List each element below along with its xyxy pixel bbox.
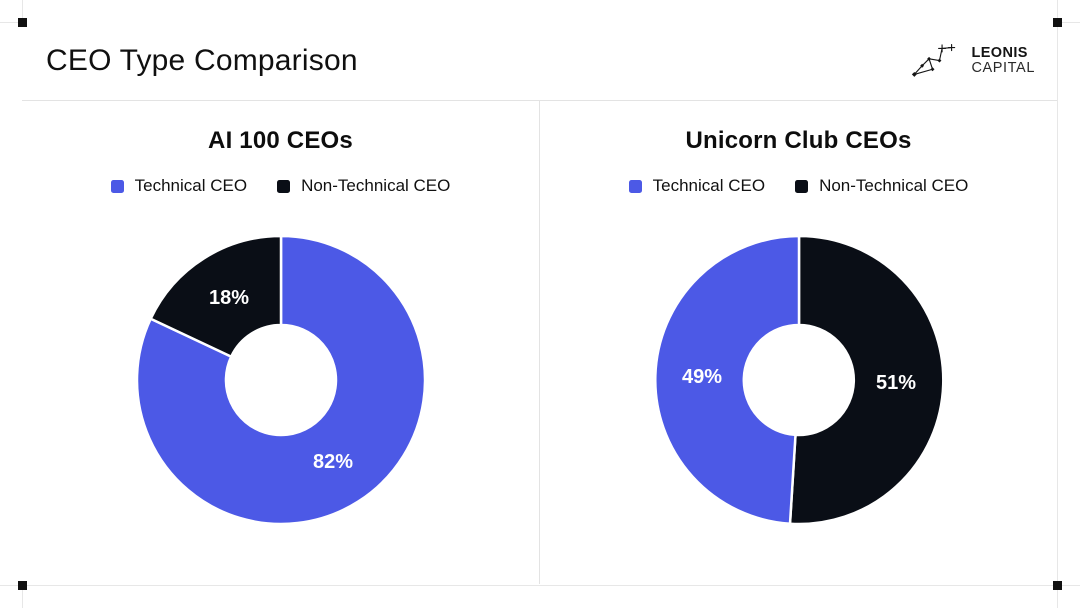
legend-item-technical[interactable]: Technical CEO <box>628 176 766 196</box>
donut-chart-svg: 51% 49% <box>653 234 945 526</box>
logo-name: LEONIS <box>971 45 1028 61</box>
legend-swatch-non-technical <box>277 179 291 193</box>
guide-line-bottom <box>0 585 1080 586</box>
chart-legend: Technical CEO Non-Technical CEO <box>628 176 968 196</box>
slide: CEO Type Comparison <box>22 22 1057 585</box>
legend-label: Non-Technical CEO <box>819 176 969 195</box>
legend-swatch-technical <box>628 179 642 193</box>
donut-slice[interactable] <box>653 234 800 525</box>
logo-text: LEONIS CAPITAL <box>971 46 1035 76</box>
title-band: CEO Type Comparison <box>22 22 1057 101</box>
legend-label: Technical CEO <box>134 176 248 195</box>
chart-panel-unicorn: Unicorn Club CEOs Technical CEO Non-Tech… <box>540 101 1057 584</box>
guide-line-right <box>1057 0 1058 608</box>
charts-row: AI 100 CEOs Technical CEO Non-Technical … <box>22 101 1057 584</box>
slice-label: 82% <box>312 451 352 473</box>
selection-handle-bottom-left[interactable] <box>18 581 27 590</box>
logo: LEONIS CAPITAL <box>910 37 1035 85</box>
legend-item-technical[interactable]: Technical CEO <box>110 176 248 196</box>
slice-label: 18% <box>208 287 248 309</box>
donut-chart-ai100[interactable]: 82% 18% <box>131 230 431 530</box>
slice-label: 49% <box>681 366 721 388</box>
chart-title: AI 100 CEOs <box>208 127 353 154</box>
slice-label: 51% <box>875 372 915 394</box>
donut-slice[interactable] <box>135 234 426 526</box>
leonis-constellation-icon <box>912 43 956 77</box>
chart-legend: Technical CEO Non-Technical CEO <box>110 176 450 196</box>
legend-swatch-technical <box>110 179 124 193</box>
chart-panel-ai100: AI 100 CEOs Technical CEO Non-Technical … <box>22 101 540 584</box>
chart-title: Unicorn Club CEOs <box>685 127 912 154</box>
donut-chart-unicorn[interactable]: 51% 49% <box>649 230 949 530</box>
donut-chart-svg: 82% 18% <box>135 234 426 526</box>
legend-item-non-technical[interactable]: Non-Technical CEO <box>795 176 968 196</box>
donut-slice[interactable] <box>148 234 282 358</box>
legend-label: Non-Technical CEO <box>301 176 451 195</box>
selection-handle-top-right[interactable] <box>1053 18 1062 27</box>
legend-label: Technical CEO <box>652 176 766 195</box>
legend-item-non-technical[interactable]: Non-Technical CEO <box>277 176 450 196</box>
logo-subname: CAPITAL <box>971 60 1035 76</box>
legend-swatch-non-technical <box>795 179 809 193</box>
donut-slice[interactable] <box>788 234 945 526</box>
selection-handle-bottom-right[interactable] <box>1053 581 1062 590</box>
page-title: CEO Type Comparison <box>46 44 358 77</box>
selection-handle-top-left[interactable] <box>18 18 27 27</box>
